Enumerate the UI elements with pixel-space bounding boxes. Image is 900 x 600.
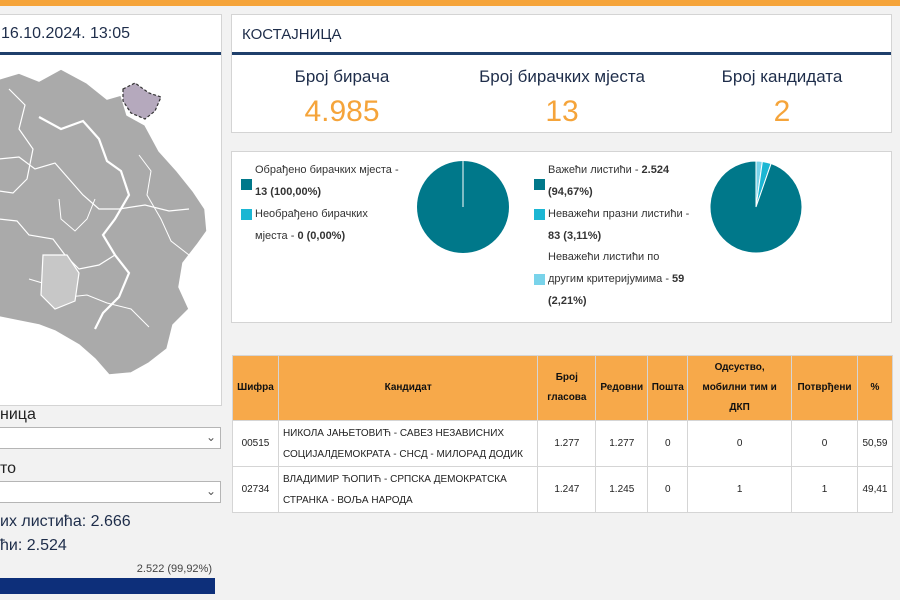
legend-unprocessed: Необрађено бирачких мјеста - 0 (0,00%) bbox=[241, 203, 411, 247]
col-code: Шифра bbox=[232, 355, 279, 421]
stats-card: Обрађено бирачких мјеста - 13 (100,00%) … bbox=[231, 151, 892, 323]
cell-confirmed: 1 bbox=[791, 466, 858, 513]
ballots-pie-chart[interactable] bbox=[708, 159, 804, 255]
legend-swatch bbox=[241, 179, 252, 190]
stations-stat: Број бирачких мјеста 13 bbox=[457, 67, 667, 129]
cell-regular: 1.277 bbox=[595, 420, 649, 467]
col-confirmed: Потврђени bbox=[791, 355, 858, 421]
candidates-label: Број кандидата bbox=[721, 67, 843, 86]
col-percent: % bbox=[856, 355, 894, 421]
chevron-down-icon: ⌄ bbox=[205, 430, 216, 444]
progress-bar bbox=[0, 578, 215, 594]
voters-stat: Број бирача 4.985 bbox=[272, 67, 412, 129]
stations-label: Број бирачких мјеста bbox=[479, 67, 645, 86]
cell-code: 02734 bbox=[232, 466, 279, 513]
candidates-stat: Број кандидата 2 bbox=[702, 67, 862, 129]
timestamp: 16.10.2024. 13:05 bbox=[0, 15, 221, 55]
pie-slice-3[interactable] bbox=[709, 160, 803, 254]
cell-regular: 1.245 bbox=[595, 466, 649, 513]
cell-post: 0 bbox=[647, 420, 689, 467]
chevron-down-icon: ⌄ bbox=[205, 484, 216, 498]
col-candidate: Кандидат bbox=[277, 355, 539, 421]
polling-place-select[interactable]: ⌄ bbox=[0, 481, 221, 503]
region-map[interactable] bbox=[0, 59, 221, 405]
results-table: Шифра Кандидат Број гласова Редовни Пошта… bbox=[232, 355, 894, 513]
legend-swatch bbox=[241, 209, 252, 220]
progress-fill bbox=[0, 578, 215, 594]
cell-votes: 1.247 bbox=[537, 466, 597, 513]
cell-candidate: НИКОЛА ЈАЊЕТОВИЋ - САВЕЗ НЕЗАВИСНИХ СОЦИЈ… bbox=[277, 420, 539, 467]
municipality-select[interactable]: ⌄ bbox=[0, 427, 221, 449]
stations-value: 13 bbox=[545, 95, 579, 128]
table-row: 00515 НИКОЛА ЈАЊЕТОВИЋ - САВЕЗ НЕЗАВИСНИ… bbox=[232, 420, 894, 467]
cell-confirmed: 0 bbox=[791, 420, 858, 467]
cell-absent: 1 bbox=[687, 466, 793, 513]
summary-card: КОСТАЈНИЦА Број бирача 4.985 Број бирачк… bbox=[231, 14, 892, 133]
legend-swatch bbox=[534, 179, 545, 190]
map-region[interactable] bbox=[0, 68, 208, 376]
ballots-total: их листића: 2.666 bbox=[0, 513, 131, 530]
cell-post: 0 bbox=[647, 466, 689, 513]
legend-swatch bbox=[534, 209, 545, 220]
col-regular: Редовни bbox=[595, 355, 649, 421]
col-post: Пошта bbox=[647, 355, 689, 421]
map-panel: 16.10.2024. 13:05 bbox=[0, 14, 222, 406]
voters-label: Број бирача bbox=[294, 67, 390, 86]
table-row: 02734 ВЛАДИМИР ЋОПИЋ - СРПСКА ДЕМОКРАТСК… bbox=[232, 466, 894, 513]
municipality-label: ница bbox=[0, 406, 36, 423]
legend-blank: Неважећи празни листићи - 83 (3,11%) bbox=[534, 203, 704, 247]
cell-candidate: ВЛАДИМИР ЋОПИЋ - СРПСКА ДЕМОКРАТСКА СТРАН… bbox=[277, 466, 539, 513]
legend-processed: Обрађено бирачких мјеста - 13 (100,00%) bbox=[241, 159, 411, 203]
selected-municipality[interactable] bbox=[122, 82, 162, 120]
polling-place-label: то bbox=[0, 460, 17, 477]
top-accent-bar bbox=[0, 0, 900, 6]
cell-percent: 49,41 bbox=[856, 466, 894, 513]
municipality-title: КОСТАЈНИЦА bbox=[232, 15, 891, 55]
cell-code: 00515 bbox=[232, 420, 279, 467]
cell-votes: 1.277 bbox=[537, 420, 597, 467]
voters-value: 4.985 bbox=[304, 95, 380, 128]
stations-pie-chart[interactable] bbox=[415, 159, 511, 255]
legend-other-invalid: Неважећи листићи по другим критеријумима… bbox=[534, 246, 704, 312]
candidates-value: 2 bbox=[773, 95, 791, 128]
ballots-valid: ћи: 2.524 bbox=[0, 537, 67, 554]
col-votes: Број гласова bbox=[537, 355, 597, 421]
col-absent: Одсуство, мобилни тим и ДКП bbox=[687, 355, 793, 421]
legend-valid: Важећи листићи - 2.524 (94,67%) bbox=[534, 159, 704, 203]
progress-text: 2.522 (99,92%) bbox=[136, 563, 212, 575]
cell-percent: 50,59 bbox=[856, 420, 894, 467]
cell-absent: 0 bbox=[687, 420, 793, 467]
legend-swatch bbox=[534, 274, 545, 285]
